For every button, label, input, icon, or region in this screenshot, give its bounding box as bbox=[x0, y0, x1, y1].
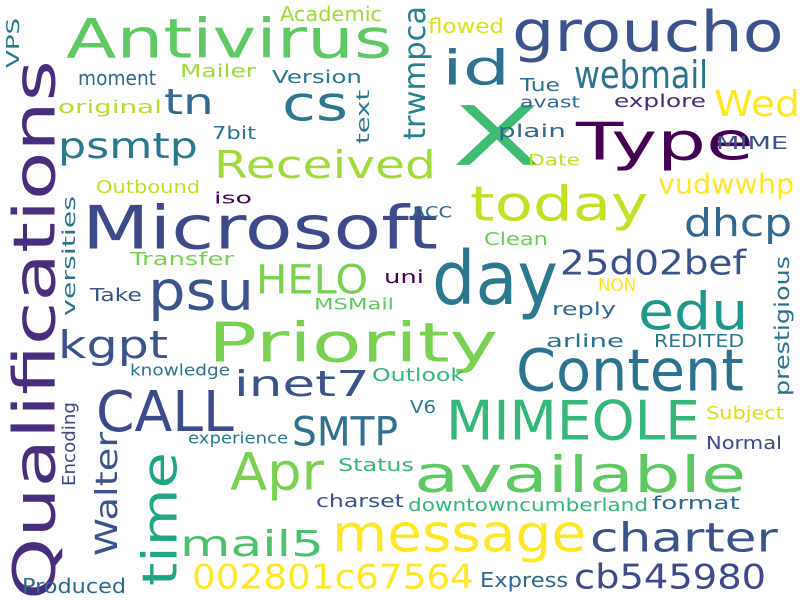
word-25d02bef: 25d02bef bbox=[560, 242, 747, 283]
word-charter: charter bbox=[590, 514, 778, 562]
word-x: X bbox=[452, 88, 542, 185]
word-cs: cs bbox=[282, 75, 349, 132]
word-subject: Subject bbox=[706, 402, 784, 424]
word-v6: V6 bbox=[410, 396, 437, 418]
word-type: Type bbox=[576, 111, 754, 173]
word-outlook: Outlook bbox=[372, 364, 465, 386]
word-redited: REDITED bbox=[654, 330, 745, 352]
word-today: today bbox=[470, 175, 649, 232]
word-experience: experience bbox=[188, 428, 289, 448]
word-edu: edu bbox=[638, 281, 749, 343]
word-priority: Priority bbox=[208, 311, 498, 375]
word-normal: Normal bbox=[706, 432, 782, 454]
word-available: available bbox=[414, 445, 747, 504]
word-tue: Tue bbox=[520, 74, 560, 96]
word-msmail: MSMail bbox=[314, 294, 394, 314]
word-dhcp: dhcp bbox=[684, 200, 793, 246]
word-downtowncumberland: downtowncumberland bbox=[408, 494, 649, 516]
word-webmail: webmail bbox=[574, 52, 709, 98]
word-content: Content bbox=[516, 336, 744, 405]
word-helo: HELO bbox=[256, 256, 369, 304]
word-id: id bbox=[442, 39, 511, 96]
word-mailer: Mailer bbox=[180, 60, 256, 82]
word-explore: explore bbox=[614, 90, 706, 112]
word-plain: plain bbox=[498, 120, 566, 142]
word-tn: tn bbox=[164, 80, 214, 123]
word-avast: avast bbox=[520, 92, 581, 112]
word-transfer: Transfer bbox=[130, 248, 235, 270]
word-status: Status bbox=[338, 454, 414, 476]
word-002801c67564: 002801c67564 bbox=[192, 556, 474, 597]
word-apr: Apr bbox=[230, 441, 324, 503]
word-mail5: mail5 bbox=[180, 522, 324, 565]
word-non: NON bbox=[598, 274, 637, 296]
word-original: original bbox=[58, 96, 162, 118]
word-iso: iso bbox=[214, 188, 253, 208]
word-take: Take bbox=[90, 284, 142, 306]
word-walter: Walter bbox=[89, 431, 125, 556]
word-encoding: Encoding bbox=[58, 402, 80, 486]
word-trwmpca: trwmpca bbox=[397, 5, 433, 140]
word-cb545980: cb545980 bbox=[574, 556, 767, 597]
word-express: Express bbox=[480, 568, 569, 592]
word-smtp: SMTP bbox=[292, 408, 399, 456]
word-outbound: Outbound bbox=[96, 176, 201, 198]
word-mime: MIME bbox=[716, 132, 789, 154]
word-time: time bbox=[131, 452, 188, 586]
word-academic: Academic bbox=[280, 2, 383, 26]
word-inet7: inet7 bbox=[234, 362, 370, 405]
word-day: day bbox=[432, 235, 558, 322]
word-prestigious: prestigious bbox=[770, 256, 794, 396]
word-message: message bbox=[332, 503, 587, 565]
word-date: Date bbox=[528, 150, 581, 170]
word-mimeole: MIMEOLE bbox=[446, 389, 700, 453]
word-charset: charset bbox=[316, 490, 404, 512]
word-vudwwhp: vudwwhp bbox=[658, 167, 795, 201]
word-psu: psu bbox=[148, 259, 254, 323]
word-psmtp: psmtp bbox=[58, 124, 198, 167]
word-produced: Produced bbox=[22, 574, 127, 598]
word-knowledge: knowledge bbox=[130, 360, 231, 380]
word-text: text bbox=[352, 89, 374, 144]
word-format: format bbox=[652, 492, 740, 514]
word-vps: VPS bbox=[2, 17, 24, 69]
word-version: Version bbox=[272, 66, 362, 88]
word-acc: ACC bbox=[412, 202, 453, 222]
word-reply: reply bbox=[552, 298, 616, 320]
word-groucho: groucho bbox=[512, 0, 784, 65]
word-wed: Wed bbox=[714, 82, 800, 125]
word-7bit: 7bit bbox=[212, 122, 257, 144]
word-microsoft: Microsoft bbox=[82, 192, 439, 263]
word-versities: versities bbox=[58, 195, 80, 316]
word-kgpt: kgpt bbox=[58, 322, 169, 368]
word-qualifications: Qualifications bbox=[0, 60, 69, 600]
word-moment: moment bbox=[78, 66, 157, 90]
word-arline: arline bbox=[546, 330, 624, 352]
word-call: CALL bbox=[96, 378, 234, 445]
word-received: Received bbox=[214, 142, 436, 188]
word-clean: Clean bbox=[484, 228, 548, 250]
word-antivirus: Antivirus bbox=[66, 7, 393, 71]
word-uni: uni bbox=[384, 266, 424, 288]
word-flowed: flowed bbox=[428, 14, 504, 38]
